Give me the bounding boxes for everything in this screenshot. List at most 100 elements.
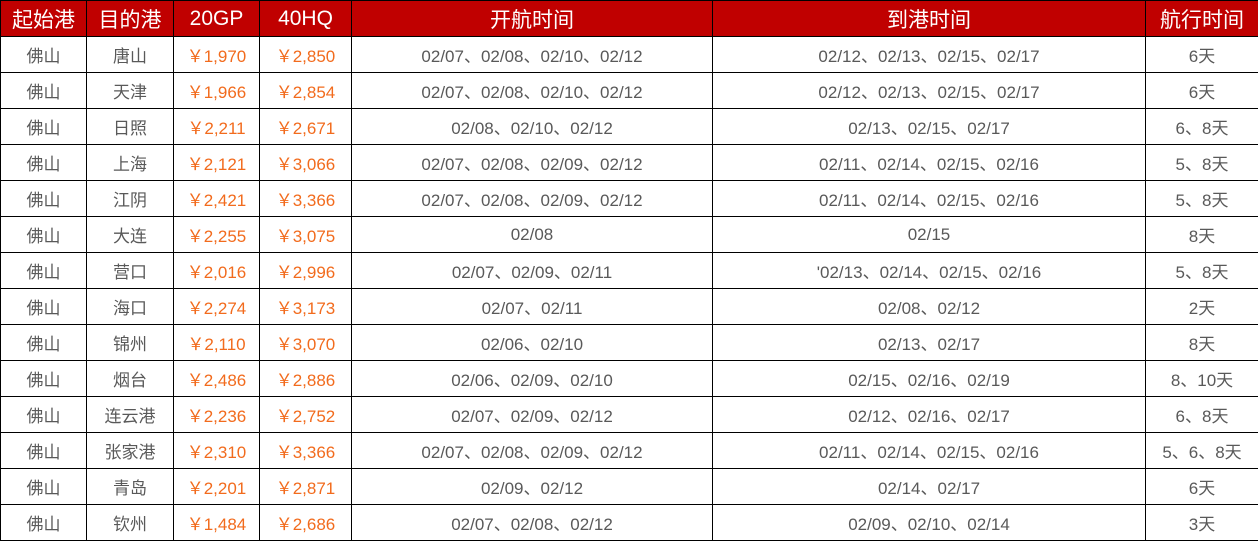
cell-price-20gp: ￥2,255 (174, 217, 260, 253)
cell-destination-port: 江阴 (87, 181, 174, 217)
cell-transit-time: 3天 (1146, 505, 1258, 541)
cell-price-40hq: ￥2,996 (260, 253, 352, 289)
cell-arrival-dates: 02/13、02/17 (713, 325, 1146, 361)
cell-price-40hq: ￥2,854 (260, 73, 352, 109)
cell-destination-port: 唐山 (87, 37, 174, 73)
cell-arrival-dates: 02/09、02/10、02/14 (713, 505, 1146, 541)
header-origin-port: 起始港 (1, 1, 87, 37)
cell-price-40hq: ￥2,752 (260, 397, 352, 433)
cell-origin-port: 佛山 (1, 325, 87, 361)
cell-price-40hq: ￥2,871 (260, 469, 352, 505)
cell-departure-dates: 02/07、02/08、02/12 (352, 505, 713, 541)
cell-arrival-dates: 02/15 (713, 217, 1146, 253)
header-arrival-dates: 到港时间 (713, 1, 1146, 37)
cell-transit-time: 8天 (1146, 325, 1258, 361)
cell-transit-time: 5、8天 (1146, 145, 1258, 181)
cell-price-20gp: ￥2,211 (174, 109, 260, 145)
cell-price-40hq: ￥3,173 (260, 289, 352, 325)
cell-price-40hq: ￥3,066 (260, 145, 352, 181)
header-destination-port: 目的港 (87, 1, 174, 37)
header-transit-time: 航行时间 (1146, 1, 1258, 37)
cell-arrival-dates: 02/11、02/14、02/15、02/16 (713, 433, 1146, 469)
cell-destination-port: 大连 (87, 217, 174, 253)
cell-price-20gp: ￥2,310 (174, 433, 260, 469)
cell-price-20gp: ￥2,274 (174, 289, 260, 325)
cell-arrival-dates: 02/11、02/14、02/15、02/16 (713, 181, 1146, 217)
cell-price-40hq: ￥2,850 (260, 37, 352, 73)
cell-departure-dates: 02/07、02/08、02/10、02/12 (352, 73, 713, 109)
cell-transit-time: 6天 (1146, 469, 1258, 505)
cell-origin-port: 佛山 (1, 73, 87, 109)
cell-transit-time: 5、6、8天 (1146, 433, 1258, 469)
cell-price-20gp: ￥2,421 (174, 181, 260, 217)
cell-origin-port: 佛山 (1, 253, 87, 289)
cell-price-20gp: ￥2,236 (174, 397, 260, 433)
cell-departure-dates: 02/07、02/09、02/12 (352, 397, 713, 433)
cell-transit-time: 6天 (1146, 73, 1258, 109)
cell-departure-dates: 02/07、02/08、02/09、02/12 (352, 145, 713, 181)
cell-arrival-dates: 02/15、02/16、02/19 (713, 361, 1146, 397)
cell-departure-dates: 02/07、02/09、02/11 (352, 253, 713, 289)
cell-price-40hq: ￥2,686 (260, 505, 352, 541)
cell-departure-dates: 02/07、02/08、02/09、02/12 (352, 181, 713, 217)
cell-price-20gp: ￥1,966 (174, 73, 260, 109)
cell-origin-port: 佛山 (1, 433, 87, 469)
cell-origin-port: 佛山 (1, 109, 87, 145)
cell-destination-port: 钦州 (87, 505, 174, 541)
cell-arrival-dates: 02/12、02/13、02/15、02/17 (713, 73, 1146, 109)
cell-arrival-dates: 02/11、02/14、02/15、02/16 (713, 145, 1146, 181)
cell-arrival-dates: 02/13、02/15、02/17 (713, 109, 1146, 145)
cell-destination-port: 海口 (87, 289, 174, 325)
cell-arrival-dates: 02/08、02/12 (713, 289, 1146, 325)
cell-price-20gp: ￥1,484 (174, 505, 260, 541)
cell-origin-port: 佛山 (1, 37, 87, 73)
cell-origin-port: 佛山 (1, 397, 87, 433)
cell-origin-port: 佛山 (1, 361, 87, 397)
cell-departure-dates: 02/07、02/11 (352, 289, 713, 325)
cell-price-40hq: ￥3,070 (260, 325, 352, 361)
cell-origin-port: 佛山 (1, 469, 87, 505)
header-price-20gp: 20GP (174, 1, 260, 37)
cell-transit-time: 5、8天 (1146, 181, 1258, 217)
cell-arrival-dates: 02/14、02/17 (713, 469, 1146, 505)
cell-price-20gp: ￥1,970 (174, 37, 260, 73)
cell-departure-dates: 02/08 (352, 217, 713, 253)
cell-transit-time: 6天 (1146, 37, 1258, 73)
cell-price-40hq: ￥3,075 (260, 217, 352, 253)
cell-destination-port: 连云港 (87, 397, 174, 433)
cell-destination-port: 营口 (87, 253, 174, 289)
cell-origin-port: 佛山 (1, 145, 87, 181)
cell-departure-dates: 02/07、02/08、02/10、02/12 (352, 37, 713, 73)
cell-destination-port: 上海 (87, 145, 174, 181)
cell-destination-port: 锦州 (87, 325, 174, 361)
cell-price-40hq: ￥2,671 (260, 109, 352, 145)
cell-transit-time: 6、8天 (1146, 397, 1258, 433)
cell-departure-dates: 02/06、02/09、02/10 (352, 361, 713, 397)
header-price-40hq: 40HQ (260, 1, 352, 37)
cell-destination-port: 日照 (87, 109, 174, 145)
cell-price-20gp: ￥2,110 (174, 325, 260, 361)
cell-departure-dates: 02/06、02/10 (352, 325, 713, 361)
cell-price-40hq: ￥3,366 (260, 181, 352, 217)
cell-price-20gp: ￥2,486 (174, 361, 260, 397)
cell-price-20gp: ￥2,201 (174, 469, 260, 505)
cell-transit-time: 2天 (1146, 289, 1258, 325)
header-departure-dates: 开航时间 (352, 1, 713, 37)
cell-departure-dates: 02/08、02/10、02/12 (352, 109, 713, 145)
cell-origin-port: 佛山 (1, 181, 87, 217)
cell-departure-dates: 02/09、02/12 (352, 469, 713, 505)
cell-departure-dates: 02/07、02/08、02/09、02/12 (352, 433, 713, 469)
cell-price-20gp: ￥2,016 (174, 253, 260, 289)
cell-arrival-dates: 02/12、02/13、02/15、02/17 (713, 37, 1146, 73)
cell-destination-port: 青岛 (87, 469, 174, 505)
cell-origin-port: 佛山 (1, 217, 87, 253)
